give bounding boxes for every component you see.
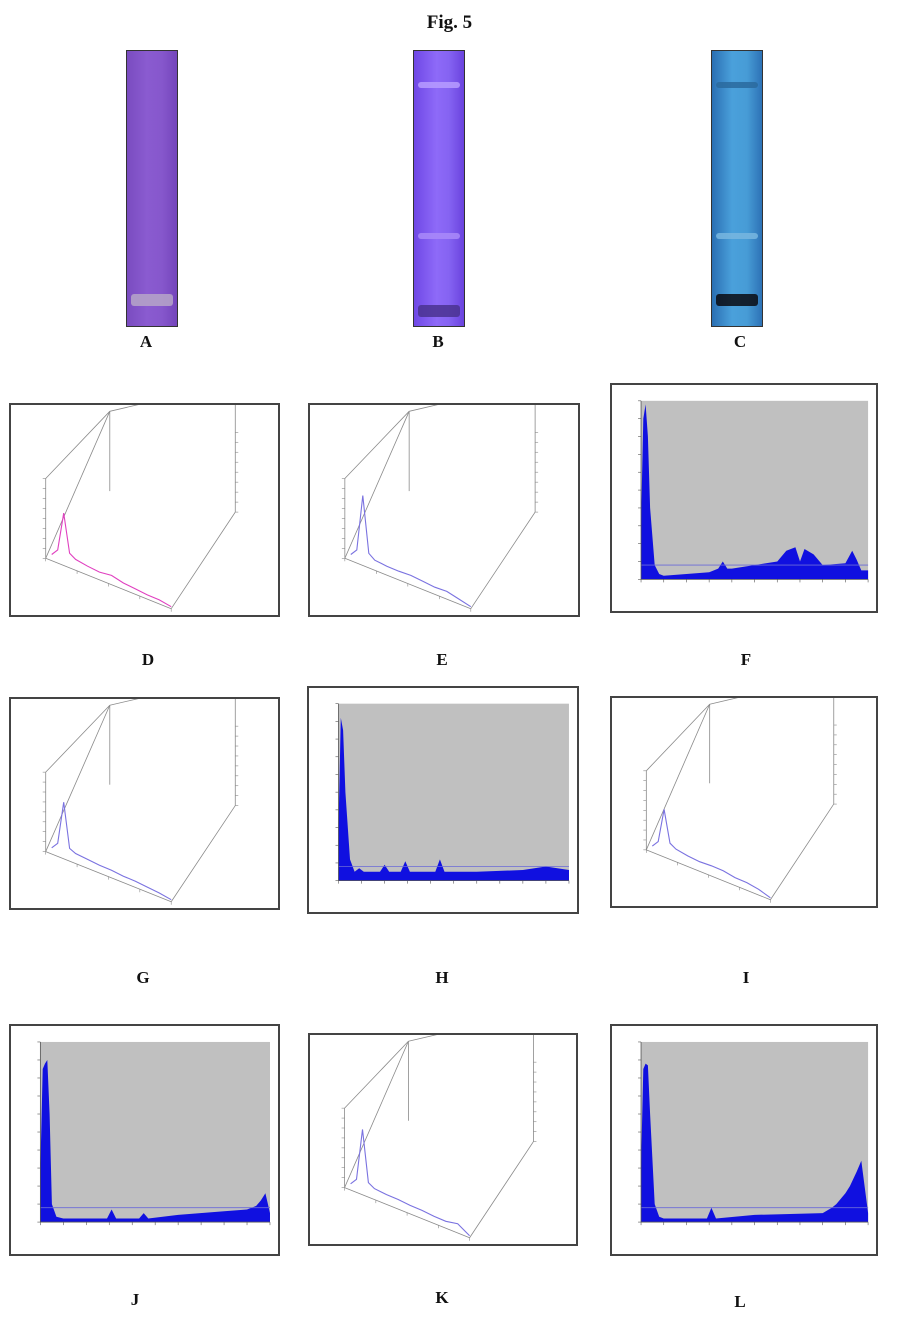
depth-axis-front (469, 1141, 534, 1238)
chart-svg (335, 703, 570, 884)
panel-j (9, 1024, 280, 1256)
tlc-band (716, 293, 758, 306)
wall-edge (45, 411, 111, 479)
plot-area (338, 703, 569, 881)
chart-svg (341, 405, 539, 612)
panel-label-i: I (742, 968, 750, 987)
tlc-band (716, 233, 758, 239)
panel-label-l: L (734, 1292, 746, 1311)
chart-svg (42, 405, 239, 612)
scan-trace (51, 513, 172, 608)
tlc-plate-a (126, 50, 178, 327)
tlc-band (418, 81, 460, 88)
wall-top (709, 698, 739, 705)
panel-label-f: F (740, 650, 752, 669)
tlc-band (418, 233, 460, 239)
chart-svg (341, 1035, 537, 1241)
depth-axis (45, 411, 111, 559)
tlc-plate-b (413, 50, 465, 327)
panel-k (308, 1033, 578, 1246)
panel-label-e: E (436, 650, 448, 669)
panel-label-d: D (141, 650, 155, 669)
panel-h (307, 686, 579, 914)
wall-top (109, 699, 139, 706)
depth-axis (344, 411, 410, 559)
plate-label-c: C (733, 332, 747, 351)
scan-trace (350, 1129, 470, 1237)
panel-label-k: K (435, 1288, 449, 1307)
wall-edge (45, 704, 111, 773)
wall-top (408, 1035, 437, 1042)
depth-axis (45, 705, 111, 852)
depth-axis-front (170, 805, 236, 902)
panel-e (308, 403, 580, 617)
scan-trace (350, 495, 472, 608)
wall-edge (344, 411, 410, 479)
figure-title: Fig. 5 (426, 12, 473, 33)
depth-axis (645, 704, 711, 850)
peak-area (641, 1063, 869, 1223)
panel-label-h: H (435, 968, 449, 987)
panel-i (610, 696, 878, 908)
tlc-band (716, 81, 758, 88)
plot-area (40, 1041, 270, 1223)
depth-axis-front (470, 511, 536, 609)
depth-axis (344, 1041, 409, 1188)
panel-f (610, 383, 878, 613)
plate-label-b: B (432, 332, 444, 351)
chart-svg (42, 699, 239, 905)
scan-trace (51, 802, 172, 901)
plate-label-a: A (139, 332, 153, 351)
chart-svg (643, 698, 837, 903)
panel-g (9, 697, 280, 910)
depth-axis-front (170, 511, 236, 609)
panel-d (9, 403, 280, 617)
wall-edge (344, 1040, 409, 1109)
depth-axis-front (770, 803, 835, 900)
plot-area (641, 400, 869, 580)
tlc-band (131, 293, 173, 306)
x-axis (646, 849, 771, 901)
wall-top (409, 405, 438, 412)
plot-area (641, 1041, 869, 1223)
wall-top (109, 405, 139, 412)
panel-label-g: G (136, 968, 150, 987)
chart-svg (638, 1041, 869, 1226)
scan-trace (651, 809, 771, 899)
chart-svg (37, 1041, 271, 1226)
panel-l (610, 1024, 878, 1256)
tlc-band (418, 304, 460, 317)
tlc-plate-c (711, 50, 763, 327)
chart-svg (638, 400, 869, 583)
panel-label-j: J (130, 1290, 140, 1309)
wall-edge (646, 703, 710, 772)
